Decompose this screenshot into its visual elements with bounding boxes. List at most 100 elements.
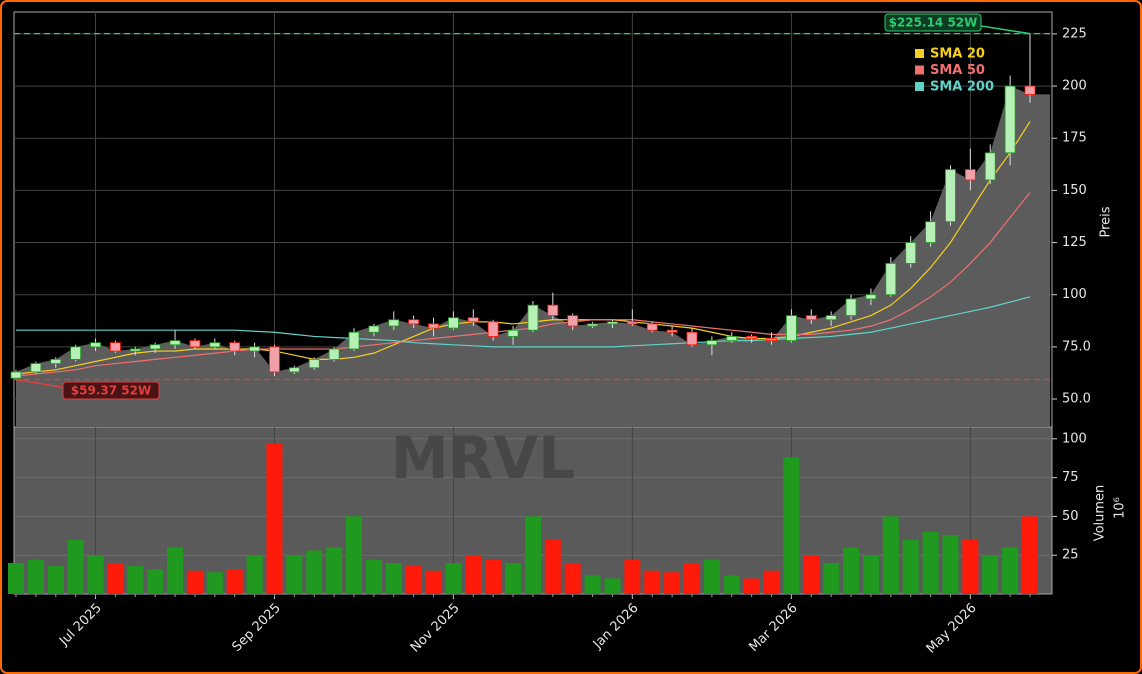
candle-body (746, 336, 758, 339)
candle-body (129, 348, 141, 352)
volume-bar (763, 570, 780, 594)
volume-bar (167, 547, 184, 594)
volume-bar (982, 555, 999, 594)
volume-bar (8, 562, 24, 594)
candle-body (567, 315, 579, 327)
candle-body (149, 344, 161, 350)
volume-bar (365, 559, 382, 594)
volume-bar (1002, 547, 1019, 594)
candle-body (30, 363, 42, 373)
volume-bar (47, 566, 64, 594)
volume-bar (624, 559, 641, 594)
volume-bar (823, 562, 840, 594)
annotation-arrow (980, 25, 1031, 35)
volume-bar (67, 539, 84, 594)
candle-body (786, 315, 797, 342)
volume-bar (385, 562, 402, 594)
volume-bar (862, 555, 879, 594)
legend-label: SMA 50 (930, 63, 985, 78)
candle-body (269, 346, 280, 373)
candle-body (1024, 85, 1036, 95)
volume-bar (147, 569, 164, 594)
volume-bar (27, 559, 44, 594)
candle-body (925, 221, 936, 243)
volume-bar (723, 575, 740, 594)
volume-bar (206, 572, 223, 594)
y-tick-label: 225 (1062, 26, 1087, 41)
volume-bar (246, 555, 263, 594)
candle-body (487, 321, 499, 337)
volume-bar (942, 535, 959, 594)
candle-body (110, 342, 121, 352)
volume-bar (87, 555, 104, 594)
candle-body (527, 304, 539, 331)
sma-line (15, 121, 1031, 375)
volume-bar (445, 562, 462, 594)
y-tick-label: 150 (1062, 183, 1087, 198)
volume-bar (127, 566, 144, 594)
candle-body (229, 342, 241, 352)
candle-body (1004, 85, 1016, 154)
volume-bar (266, 443, 283, 594)
annotation-label: $225.14 52W (889, 16, 978, 30)
volume-bar (505, 562, 522, 594)
y-tick-label: 75 (1062, 470, 1079, 485)
volume-bar (743, 578, 760, 594)
sma-line (15, 192, 1031, 377)
legend-label: SMA 20 (930, 47, 985, 62)
candle-body (50, 358, 62, 364)
candle-body (10, 371, 22, 379)
volume-bar (544, 539, 561, 594)
y-tick-label: 50.0 (1062, 392, 1091, 407)
candle-body (70, 346, 82, 360)
candle-body (607, 321, 618, 325)
candle-body (249, 346, 260, 352)
candle-body (945, 169, 956, 223)
candle-body (805, 315, 817, 321)
candle-body (467, 317, 479, 323)
y-tick-label: 25 (1062, 548, 1079, 563)
candle-body (646, 323, 658, 331)
candle-body (726, 336, 738, 342)
volume-bar (584, 575, 601, 594)
candle-body (209, 342, 221, 348)
volume-bar (922, 531, 939, 594)
candle-body (626, 321, 638, 325)
volume-bar (326, 547, 343, 594)
volume-bar (1022, 516, 1038, 594)
annotation-arrow (15, 378, 68, 389)
candle-body (348, 331, 360, 350)
y-tick-label: 100 (1062, 287, 1087, 302)
volume-bar (524, 516, 541, 594)
candle-body (308, 358, 320, 369)
volume-bar (405, 566, 422, 594)
y-tick-label: 100 (1062, 431, 1087, 446)
legend-swatch (915, 82, 924, 91)
volume-bar (226, 569, 243, 594)
volume-bar (425, 570, 442, 594)
candle-body (368, 325, 380, 333)
volume-bar (485, 559, 502, 594)
candle-body (448, 317, 459, 329)
legend-label: SMA 200 (930, 80, 994, 95)
legend-swatch (915, 49, 924, 58)
y-tick-label: 50 (1062, 509, 1079, 524)
candle-body (288, 367, 300, 373)
volume-bar (564, 562, 581, 594)
volume-bar (684, 562, 700, 594)
candle-body (885, 263, 897, 296)
candle-body (865, 294, 877, 300)
y-tick-label: 175 (1062, 131, 1087, 146)
candle-body (666, 329, 678, 333)
volume-bar (703, 559, 720, 594)
candle-body (964, 169, 976, 181)
volume-bar (286, 555, 303, 594)
volume-multiplier: 10⁶ (1113, 497, 1128, 519)
candle-body (90, 342, 101, 348)
candle-body (388, 319, 400, 327)
volume-bar (107, 562, 124, 594)
candle-body (507, 329, 519, 337)
